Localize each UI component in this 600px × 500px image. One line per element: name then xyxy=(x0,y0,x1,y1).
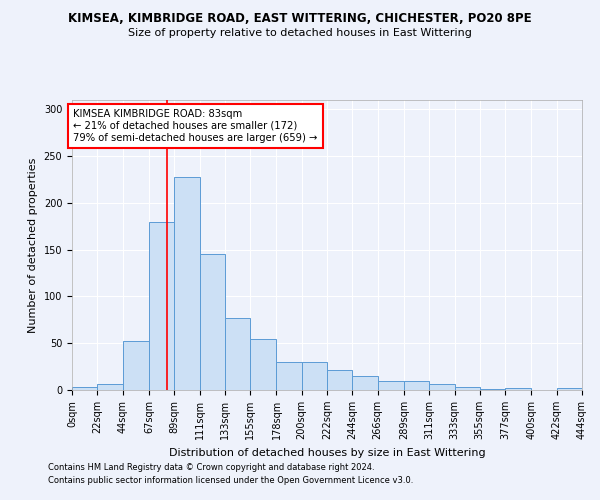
Bar xyxy=(97,384,122,390)
X-axis label: Distribution of detached houses by size in East Wittering: Distribution of detached houses by size … xyxy=(169,448,485,458)
Bar xyxy=(352,376,377,390)
Bar xyxy=(225,318,250,390)
Bar xyxy=(277,362,302,390)
Bar xyxy=(72,387,97,390)
Bar xyxy=(327,370,352,390)
Text: KIMSEA KIMBRIDGE ROAD: 83sqm
← 21% of detached houses are smaller (172)
79% of s: KIMSEA KIMBRIDGE ROAD: 83sqm ← 21% of de… xyxy=(73,110,317,142)
Bar xyxy=(149,222,174,390)
Bar xyxy=(557,388,582,390)
Bar xyxy=(429,384,455,390)
Bar xyxy=(199,254,225,390)
Bar xyxy=(455,387,480,390)
Y-axis label: Number of detached properties: Number of detached properties xyxy=(28,158,38,332)
Bar xyxy=(122,342,149,390)
Bar xyxy=(377,380,404,390)
Text: Contains public sector information licensed under the Open Government Licence v3: Contains public sector information licen… xyxy=(48,476,413,485)
Bar xyxy=(480,389,505,390)
Bar xyxy=(174,176,199,390)
Bar xyxy=(302,362,327,390)
Bar xyxy=(505,388,532,390)
Text: Contains HM Land Registry data © Crown copyright and database right 2024.: Contains HM Land Registry data © Crown c… xyxy=(48,464,374,472)
Bar xyxy=(250,338,277,390)
Bar xyxy=(404,380,429,390)
Text: KIMSEA, KIMBRIDGE ROAD, EAST WITTERING, CHICHESTER, PO20 8PE: KIMSEA, KIMBRIDGE ROAD, EAST WITTERING, … xyxy=(68,12,532,26)
Text: Size of property relative to detached houses in East Wittering: Size of property relative to detached ho… xyxy=(128,28,472,38)
